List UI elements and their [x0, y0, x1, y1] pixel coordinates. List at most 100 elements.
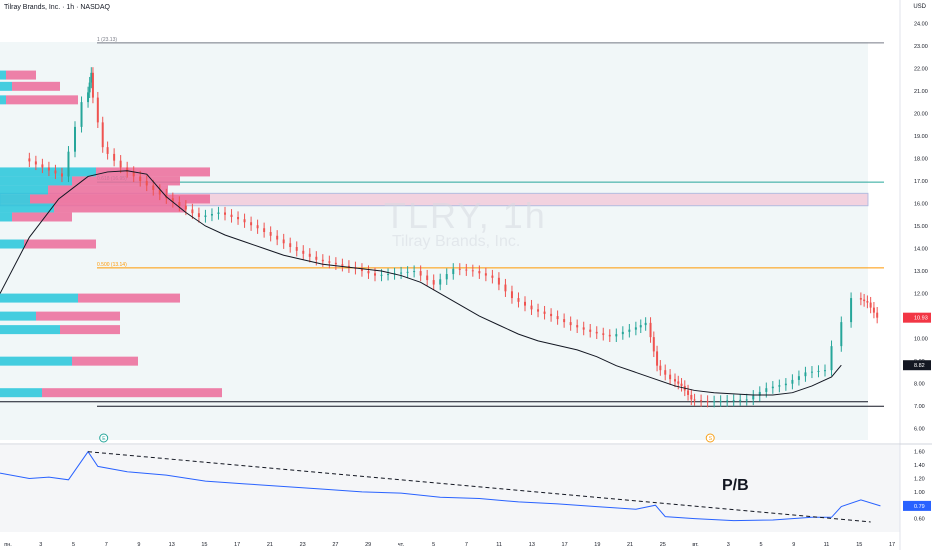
- event-badge-label: E: [102, 436, 106, 442]
- candle-body: [426, 275, 429, 281]
- price-tick-label: 24.00: [914, 21, 928, 27]
- candle-body: [659, 365, 662, 371]
- candle-body: [432, 280, 435, 285]
- candle-body: [60, 173, 63, 177]
- candle-body: [263, 228, 266, 233]
- candle-body: [850, 298, 853, 323]
- volume-profile-bar: [0, 70, 6, 80]
- candle-body: [550, 313, 553, 317]
- volume-profile-bar: [0, 293, 78, 303]
- pb-tick-label: 0.60: [914, 517, 925, 523]
- volume-profile-bar: [0, 356, 72, 366]
- candle-body: [872, 307, 875, 313]
- candle-body: [289, 243, 292, 248]
- candle-body: [400, 272, 403, 274]
- pb-tick-label: 1.00: [914, 490, 925, 496]
- candle-body: [504, 284, 507, 292]
- last-price-label: 10.93: [914, 316, 928, 322]
- volume-profile-bar: [42, 388, 222, 398]
- candle-body: [530, 305, 533, 310]
- time-tick-label: 11: [496, 542, 502, 548]
- time-tick-label: 9: [137, 542, 140, 548]
- candle-body: [726, 400, 729, 402]
- pb-tick-label: 1.20: [914, 476, 925, 482]
- candle-body: [347, 265, 350, 268]
- candle-body: [745, 399, 748, 401]
- candle-body: [510, 291, 513, 299]
- candle-body: [269, 232, 272, 236]
- watermark-ticker: TLRY, 1h: [384, 195, 547, 236]
- volume-profile-bar: [0, 239, 24, 249]
- chart-title: Tilray Brands, Inc. · 1h · NASDAQ: [4, 4, 110, 11]
- time-tick-label: 15: [856, 542, 862, 548]
- candle-body: [602, 333, 605, 335]
- candle-body: [784, 383, 787, 386]
- price-tick-label: 6.00: [914, 427, 925, 433]
- time-tick-label: 5: [432, 542, 435, 548]
- candle-body: [595, 331, 598, 334]
- candle-body: [804, 372, 807, 377]
- candle-body: [152, 185, 155, 190]
- candle-body: [34, 161, 37, 165]
- volume-profile-bar: [0, 81, 12, 91]
- candle-body: [132, 171, 135, 177]
- candle-body: [634, 327, 637, 330]
- candle-body: [256, 225, 259, 229]
- event-badge-icon: [705, 433, 715, 443]
- candle-body: [791, 379, 794, 384]
- fib-level-label: 1 (23.13): [97, 37, 117, 43]
- event-badge-label: S: [709, 436, 713, 442]
- candle-body: [719, 400, 722, 402]
- price-tick-label: 18.00: [914, 156, 928, 162]
- candle-body: [639, 325, 642, 328]
- time-tick-label: 11: [824, 542, 830, 548]
- time-tick-label: 5: [72, 542, 75, 548]
- candle-body: [758, 391, 761, 396]
- plot-background: [0, 42, 868, 440]
- candle-body: [608, 334, 611, 337]
- candle-body: [367, 271, 370, 274]
- volume-profile-bar: [54, 203, 186, 213]
- candle-body: [677, 381, 680, 384]
- candle-body: [113, 153, 116, 161]
- pb-tick-label: 1.60: [914, 450, 925, 456]
- candle-body: [713, 401, 716, 403]
- time-tick-label: пн.: [4, 542, 12, 548]
- last-price-badge: [903, 312, 931, 323]
- candle-body: [765, 388, 768, 392]
- candle-body: [439, 279, 442, 285]
- candle-body: [543, 311, 546, 314]
- candle-body: [360, 268, 363, 272]
- candle-body: [224, 212, 226, 215]
- volume-profile-bar: [6, 70, 36, 80]
- candle-body: [563, 319, 566, 323]
- candle-body: [628, 329, 631, 332]
- price-tick-label: 8.00: [914, 382, 925, 388]
- volume-profile-bar: [96, 167, 210, 177]
- candle-body: [237, 216, 240, 220]
- time-tick-label: 29: [365, 542, 371, 548]
- candle-body: [690, 394, 693, 400]
- candle-body: [674, 379, 676, 382]
- candle-body: [752, 395, 755, 400]
- resistance-zone: [0, 192, 869, 207]
- candle-body: [276, 235, 279, 240]
- volume-profile-bar: [24, 239, 96, 249]
- volume-profile-bar: [0, 95, 6, 105]
- candle-body: [308, 253, 311, 257]
- price-tick-label: 23.00: [914, 44, 928, 50]
- candle-body: [859, 298, 862, 300]
- candle-body: [101, 122, 104, 148]
- volume-profile-bar: [60, 325, 120, 335]
- time-tick-label: 21: [627, 542, 633, 548]
- candle-body: [445, 274, 448, 280]
- pb-tick-label: 1.40: [914, 463, 925, 469]
- volume-profile-bar: [78, 293, 180, 303]
- candle-body: [537, 309, 540, 312]
- candle-body: [524, 301, 526, 306]
- candle-body: [569, 322, 572, 326]
- candle-body: [96, 97, 99, 123]
- candle-body: [419, 271, 422, 276]
- candle-body: [158, 189, 161, 195]
- price-tick-label: 7.00: [914, 404, 925, 410]
